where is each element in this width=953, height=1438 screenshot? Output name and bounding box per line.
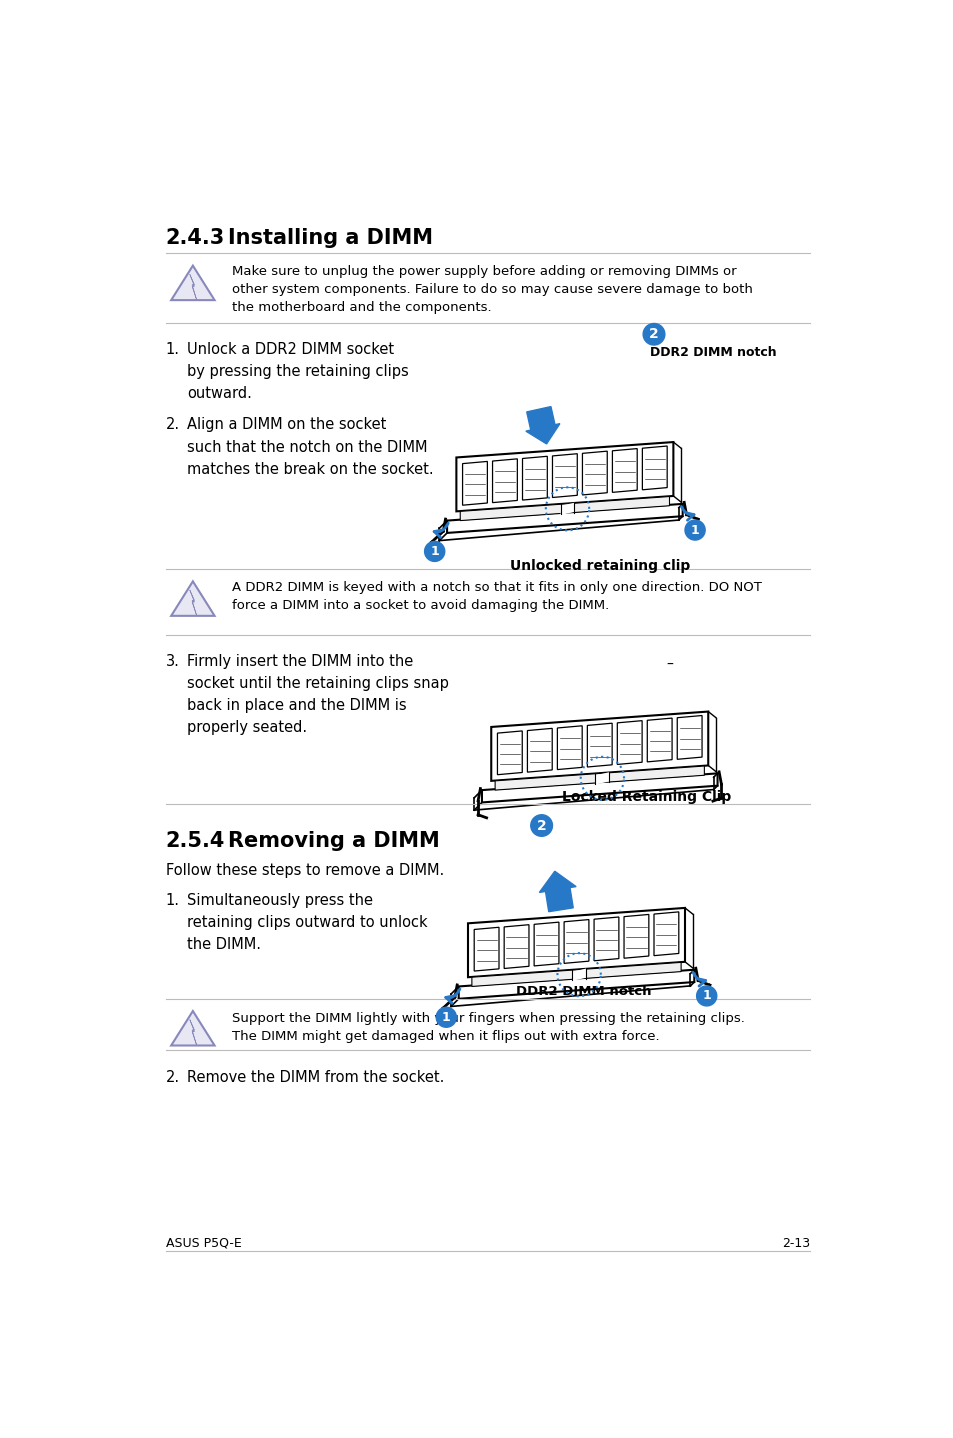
Polygon shape — [171, 1011, 214, 1045]
Polygon shape — [468, 907, 684, 978]
Polygon shape — [563, 919, 588, 963]
Text: Follow these steps to remove a DIMM.: Follow these steps to remove a DIMM. — [166, 863, 443, 879]
Polygon shape — [641, 446, 666, 490]
Text: Align a DIMM on the socket
such that the notch on the DIMM
matches the break on : Align a DIMM on the socket such that the… — [187, 417, 434, 477]
Text: A DDR2 DIMM is keyed with a notch so that it fits in only one direction. DO NOT
: A DDR2 DIMM is keyed with a notch so tha… — [232, 581, 760, 611]
Polygon shape — [677, 716, 701, 759]
Text: Remove the DIMM from the socket.: Remove the DIMM from the socket. — [187, 1070, 444, 1084]
Text: DDR2 DIMM notch: DDR2 DIMM notch — [649, 345, 776, 360]
Polygon shape — [534, 922, 558, 966]
FancyArrowPatch shape — [680, 506, 694, 521]
Polygon shape — [594, 917, 618, 961]
Polygon shape — [587, 723, 612, 766]
Circle shape — [424, 541, 444, 561]
FancyArrowPatch shape — [434, 523, 448, 538]
Text: 1: 1 — [441, 1011, 450, 1024]
Polygon shape — [582, 452, 607, 495]
Polygon shape — [171, 581, 214, 615]
FancyArrowPatch shape — [692, 972, 705, 986]
Text: ASUS P5Q-E: ASUS P5Q-E — [166, 1237, 241, 1250]
Polygon shape — [459, 496, 669, 521]
Text: Make sure to unplug the power supply before adding or removing DIMMs or
other sy: Make sure to unplug the power supply bef… — [232, 265, 752, 313]
Polygon shape — [623, 915, 648, 958]
Text: 2.4.3: 2.4.3 — [166, 229, 225, 247]
Text: Removing a DIMM: Removing a DIMM — [228, 831, 439, 851]
Text: 3.: 3. — [166, 654, 179, 669]
Circle shape — [684, 521, 704, 541]
FancyArrow shape — [538, 871, 576, 912]
Polygon shape — [190, 590, 196, 615]
Text: 2.: 2. — [166, 417, 180, 433]
Polygon shape — [497, 731, 521, 775]
Text: Locked Retaining Clip: Locked Retaining Clip — [561, 789, 730, 804]
Text: Installing a DIMM: Installing a DIMM — [228, 229, 433, 247]
Polygon shape — [190, 275, 196, 301]
Polygon shape — [617, 720, 641, 765]
Polygon shape — [557, 726, 581, 769]
Circle shape — [696, 986, 716, 1007]
Polygon shape — [595, 772, 609, 785]
Polygon shape — [492, 459, 517, 503]
Polygon shape — [527, 729, 552, 772]
Text: 2.: 2. — [166, 1070, 180, 1084]
Polygon shape — [612, 449, 637, 492]
Text: Unlocked retaining clip: Unlocked retaining clip — [509, 559, 689, 574]
Text: 1.: 1. — [166, 342, 179, 357]
Text: 1: 1 — [701, 989, 710, 1002]
Polygon shape — [572, 969, 585, 981]
Text: DDR2 DIMM notch: DDR2 DIMM notch — [516, 985, 651, 998]
Polygon shape — [481, 774, 717, 802]
Circle shape — [642, 324, 664, 345]
Polygon shape — [552, 454, 577, 498]
Text: 2: 2 — [537, 818, 546, 833]
Text: 2-13: 2-13 — [781, 1237, 809, 1250]
Polygon shape — [171, 266, 214, 301]
Text: 1.: 1. — [166, 893, 179, 907]
Text: Simultaneously press the
retaining clips outward to unlock
the DIMM.: Simultaneously press the retaining clips… — [187, 893, 428, 952]
Text: Support the DIMM lightly with your fingers when pressing the retaining clips.
Th: Support the DIMM lightly with your finge… — [232, 1012, 743, 1043]
Polygon shape — [472, 962, 680, 986]
Circle shape — [436, 1007, 456, 1027]
Circle shape — [530, 815, 552, 837]
Polygon shape — [503, 925, 528, 968]
Polygon shape — [560, 503, 574, 515]
Polygon shape — [458, 969, 694, 999]
Polygon shape — [447, 503, 682, 533]
Text: 1: 1 — [690, 523, 699, 536]
Polygon shape — [474, 928, 498, 971]
Polygon shape — [456, 441, 673, 512]
Polygon shape — [462, 462, 487, 505]
Polygon shape — [654, 912, 679, 956]
Text: 2: 2 — [648, 328, 659, 341]
Polygon shape — [491, 712, 707, 781]
Polygon shape — [190, 1020, 196, 1045]
Text: Firmly insert the DIMM into the
socket until the retaining clips snap
back in pl: Firmly insert the DIMM into the socket u… — [187, 654, 449, 735]
FancyArrowPatch shape — [445, 989, 459, 1004]
Polygon shape — [646, 718, 671, 762]
Text: 1: 1 — [430, 545, 438, 558]
Polygon shape — [522, 456, 547, 500]
Polygon shape — [495, 766, 703, 789]
Text: Unlock a DDR2 DIMM socket
by pressing the retaining clips
outward.: Unlock a DDR2 DIMM socket by pressing th… — [187, 342, 409, 401]
Text: –: – — [665, 657, 672, 672]
Text: 2.5.4: 2.5.4 — [166, 831, 225, 851]
FancyArrow shape — [525, 407, 559, 444]
